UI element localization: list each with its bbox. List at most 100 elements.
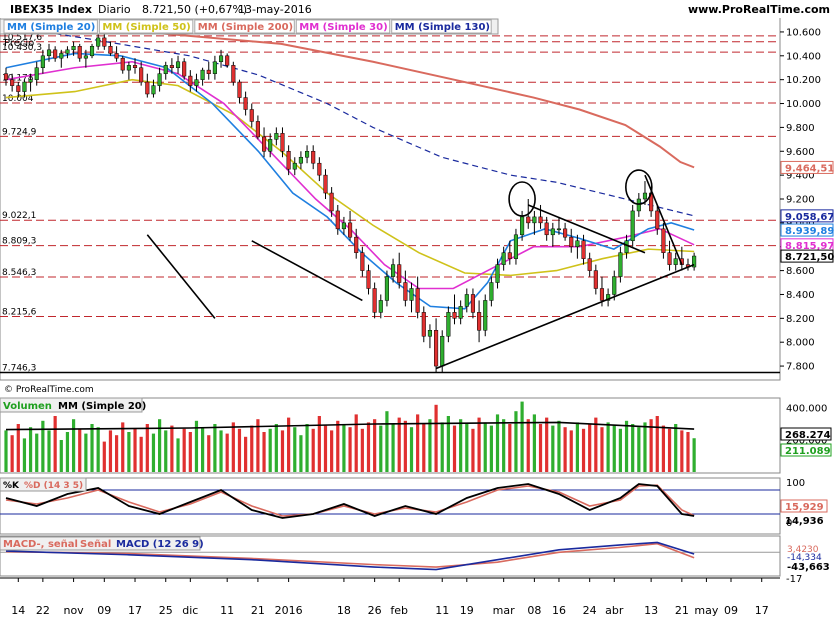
volume-bar-22	[139, 436, 143, 472]
candle-body-54	[335, 210, 340, 230]
candle-body-31	[194, 79, 199, 86]
volume-ma-line	[5, 421, 695, 431]
candle-body-97	[599, 288, 605, 301]
volume-bar-57	[354, 414, 358, 472]
volume-bar-92	[569, 430, 573, 472]
x-tick-15: mar	[493, 604, 515, 617]
macd-badge-0: 3,4230	[787, 545, 819, 555]
candle-body-64	[397, 264, 402, 283]
volume-bar-27	[170, 425, 174, 472]
x-tick-13: 11	[435, 604, 449, 617]
candle-body-32	[200, 69, 205, 80]
volume-bar-69	[428, 419, 432, 472]
volume-bar-102	[631, 424, 635, 472]
candle-body-23	[145, 81, 150, 95]
price-legend-item-bg-2	[194, 19, 295, 34]
stoch-badge-bg-0	[780, 499, 828, 513]
volume-bar-21	[133, 428, 137, 472]
stoch-badge-0: 15,929	[785, 502, 824, 513]
volume-bar-84	[520, 401, 524, 472]
volume-bar-0	[4, 430, 8, 472]
volume-bar-8	[53, 416, 57, 472]
candle-body-62	[384, 276, 389, 301]
volume-bar-52	[323, 425, 328, 472]
x-tick-16: 08	[527, 604, 541, 617]
volume-bar-53	[330, 430, 334, 472]
volume-bar-38	[237, 428, 242, 472]
candle-body-4	[28, 79, 33, 83]
volume-bar-68	[422, 424, 426, 472]
candle-body-17	[108, 46, 113, 54]
candle-body-74	[458, 306, 463, 319]
candle-body-72	[446, 312, 451, 337]
volume-bar-108	[667, 428, 672, 472]
candle-body-41	[255, 121, 260, 138]
price-tick-11: 8.400	[786, 290, 815, 301]
candle-body-78	[483, 300, 488, 331]
volume-bar-95	[588, 424, 592, 472]
price-legend-title: Precio	[4, 38, 34, 49]
x-tick-19: abr	[605, 604, 624, 617]
volume-bar-26	[164, 430, 168, 472]
volume-bar-1	[10, 435, 14, 472]
candle-body-101	[624, 240, 629, 253]
volume-bar-31	[194, 420, 199, 472]
candle-body-83	[513, 234, 519, 259]
x-tick-11: 26	[368, 604, 382, 617]
volume-bar-42	[262, 432, 266, 472]
candle-body-75	[464, 294, 469, 307]
stoch-legend-bg	[0, 477, 87, 492]
volume-bar-60	[373, 419, 377, 472]
volume-bar-61	[379, 425, 383, 472]
candle-body-79	[489, 282, 494, 301]
price-tick-10: 8.600	[786, 266, 815, 277]
header-site: www.ProRealTime.com	[688, 3, 830, 16]
volume-bar-13	[84, 433, 88, 472]
volume-bar-86	[532, 414, 536, 472]
x-tick-10: 18	[337, 604, 351, 617]
header-period: Diario	[98, 3, 131, 16]
trendline-0	[435, 263, 695, 370]
candle-body-18	[114, 53, 119, 59]
volume-bar-107	[661, 425, 666, 472]
candle-body-27	[169, 65, 174, 68]
volume-bar-48	[299, 435, 303, 472]
x-tick-9: 2016	[275, 604, 303, 617]
copyright: © ProRealTime.com	[4, 385, 94, 395]
volume-tick-1: 200.000	[786, 436, 827, 447]
candle-body-35	[218, 55, 224, 63]
candle-body-90	[556, 228, 562, 231]
volume-bar-87	[538, 424, 543, 472]
volume-bar-23	[145, 424, 149, 472]
candle-body-93	[575, 240, 580, 247]
candle-body-77	[477, 312, 482, 331]
header-bar	[0, 0, 835, 18]
volume-bar-106	[655, 416, 659, 472]
x-tick-2: nov	[63, 604, 84, 617]
candle-body-68	[421, 312, 426, 337]
candle-body-95	[587, 258, 592, 271]
level-label-7: 8.809,3	[2, 237, 36, 247]
volume-bar-33	[207, 435, 211, 472]
volume-bar-80	[495, 414, 500, 472]
volume-bar-77	[477, 417, 481, 472]
volume-bar-81	[502, 419, 506, 472]
candle-body-12	[77, 46, 82, 59]
price-badge-3: 8.815,97	[785, 241, 834, 252]
macd-legend-0: MACD-, señal	[3, 539, 78, 550]
volume-bar-74	[459, 419, 463, 472]
candle-body-109	[673, 258, 678, 265]
volume-badge-1: 211.089	[785, 446, 831, 457]
macd-line	[5, 541, 695, 571]
volume-bar-105	[649, 419, 653, 472]
price-badge-4: 8.721,50	[785, 252, 834, 263]
volume-bar-16	[102, 441, 106, 472]
price-tick-6: 9.400	[786, 171, 815, 182]
level-label-2: 10.430,3	[2, 43, 42, 53]
x-tick-1: 22	[36, 604, 50, 617]
candle-body-40	[249, 109, 254, 122]
volume-bar-110	[680, 430, 684, 472]
marker-circle-1	[625, 169, 653, 205]
volume-bar-76	[471, 428, 475, 472]
